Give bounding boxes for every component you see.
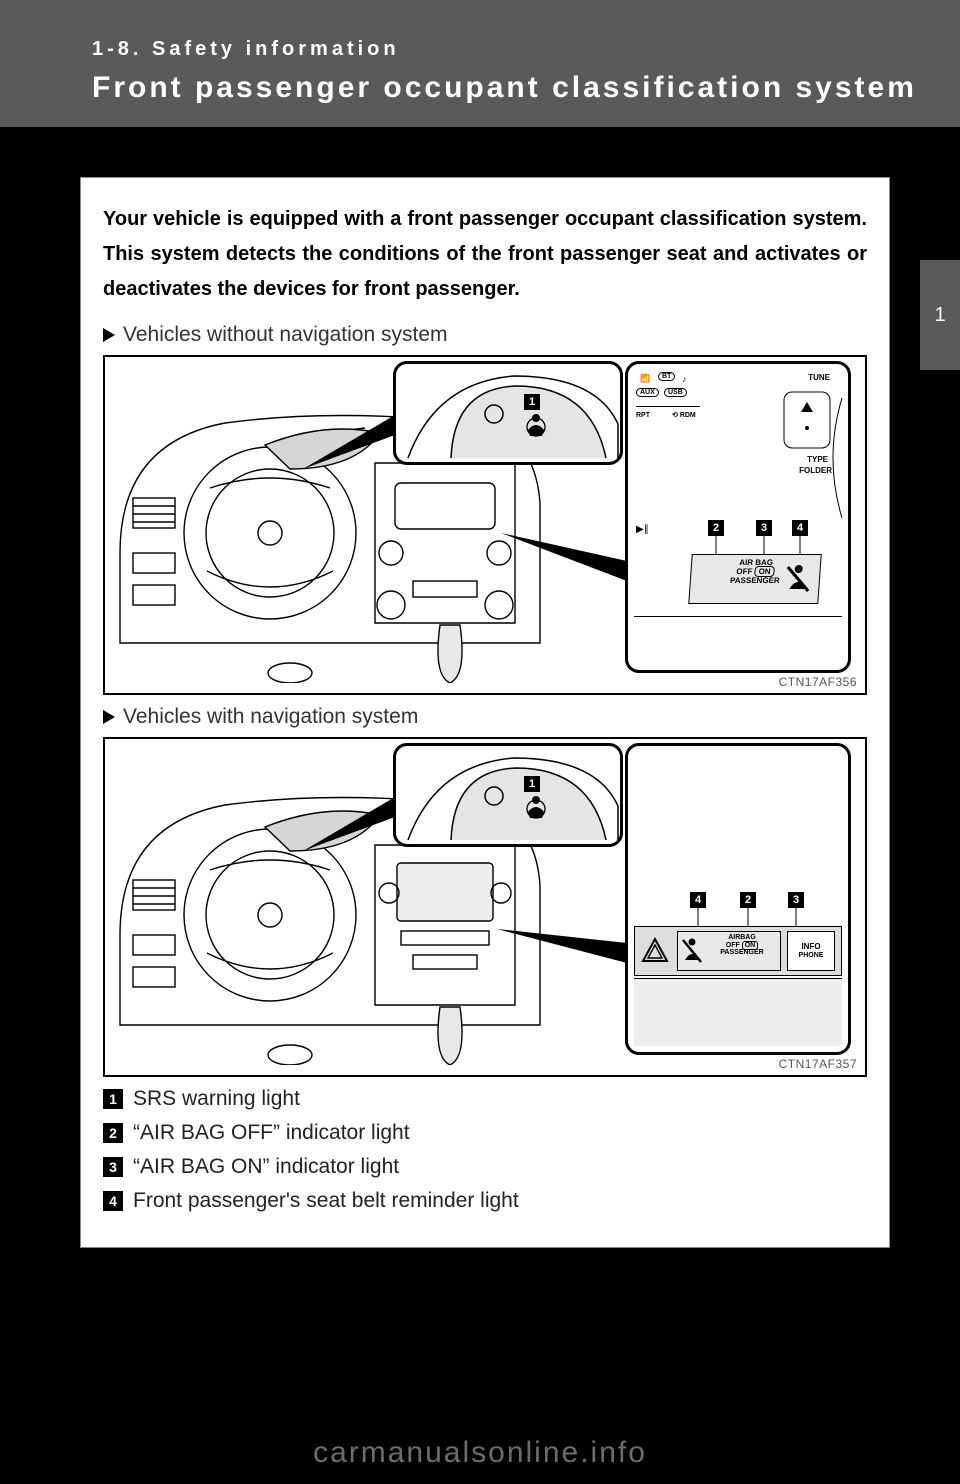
callout-srs-svg-2 xyxy=(396,746,626,850)
signal-icon: 📶 xyxy=(640,374,650,383)
music-note-icon: ♪ xyxy=(682,374,687,384)
section-label: 1-8. Safety information xyxy=(92,38,960,61)
figure-code-1: CTN17AF356 xyxy=(779,675,857,689)
callout-badge-1: 1 xyxy=(524,394,540,410)
callout-srs-light: 1 xyxy=(393,361,623,465)
leader-line-2 xyxy=(501,527,631,587)
legend-item-3: 3 “AIR BAG ON” indicator light xyxy=(103,1155,867,1179)
legend-badge-3: 3 xyxy=(103,1157,123,1177)
seatbelt-icon-2 xyxy=(680,936,704,966)
callout-badge-1b: 1 xyxy=(524,776,540,792)
figure-without-nav: 1 📶 BT ♪ AUX USB RPT ⟲ RDM TUNE TYPE FOL… xyxy=(103,355,867,695)
info-label: INFO xyxy=(788,943,834,952)
intro-paragraph: Your vehicle is equipped with a front pa… xyxy=(103,202,867,307)
callout-radio-panel: 📶 BT ♪ AUX USB RPT ⟲ RDM TUNE TYPE FOLDE… xyxy=(625,361,851,673)
rpt-label: RPT xyxy=(636,412,650,420)
fig1-badge-4: 4 xyxy=(792,520,808,536)
chapter-tab: 1 xyxy=(920,260,960,370)
fig1-badge-2: 2 xyxy=(708,520,724,536)
callout-console-strip: 4 2 3 AIRBAG xyxy=(625,743,851,1055)
leader-line-1 xyxy=(303,409,403,479)
airbag-off-on-2: OFF ON xyxy=(706,942,778,950)
legend-text-2: “AIR BAG OFF” indicator light xyxy=(133,1121,410,1145)
legend-item-1: 1 SRS warning light xyxy=(103,1087,867,1111)
info-phone-button: INFO PHONE xyxy=(787,931,835,971)
content-box: Your vehicle is equipped with a front pa… xyxy=(80,177,890,1248)
folder-label: FOLDER xyxy=(799,467,832,476)
figure-with-nav: 1 4 2 3 xyxy=(103,737,867,1077)
rdm-label: ⟲ RDM xyxy=(672,412,696,420)
play-pause-icon: ▶∥ xyxy=(636,524,649,535)
subheading-2: Vehicles with navigation system xyxy=(103,705,867,729)
badge-leaders-2 xyxy=(688,908,808,928)
callout-srs-light-2: 1 xyxy=(393,743,623,847)
callout-srs-svg xyxy=(396,364,626,468)
subheading-1-text: Vehicles without navigation system xyxy=(123,323,448,347)
legend-item-4: 4 Front passenger's seat belt reminder l… xyxy=(103,1189,867,1213)
airbag-indicator-panel-2: AIRBAG OFF ON PASSENGER xyxy=(677,931,781,971)
header-band: 1-8. Safety information Front passenger … xyxy=(0,0,960,127)
fig2-badge-4: 4 xyxy=(690,892,706,908)
legend-badge-2: 2 xyxy=(103,1123,123,1143)
dial-edge-icon xyxy=(830,398,844,518)
subheading-2-text: Vehicles with navigation system xyxy=(123,705,418,729)
phone-label: PHONE xyxy=(788,952,834,960)
legend: 1 SRS warning light 2 “AIR BAG OFF” indi… xyxy=(103,1087,867,1213)
seatbelt-icon xyxy=(782,561,815,597)
airbag-label-2: AIRBAG xyxy=(706,934,778,942)
triangle-bullet-icon xyxy=(103,710,115,724)
fig2-badge-2: 2 xyxy=(740,892,756,908)
hazard-icon xyxy=(641,937,669,965)
airbag-indicator-panel: AIR BAG OFF ON PASSENGER xyxy=(688,554,821,604)
usb-pill: USB xyxy=(664,388,687,397)
legend-text-1: SRS warning light xyxy=(133,1087,300,1111)
subheading-1: Vehicles without navigation system xyxy=(103,323,867,347)
legend-item-2: 2 “AIR BAG OFF” indicator light xyxy=(103,1121,867,1145)
console-strip: AIRBAG OFF ON PASSENGER INFO PHONE xyxy=(634,926,842,976)
aux-pill: AUX xyxy=(636,388,659,397)
leader-line-3 xyxy=(303,791,403,861)
triangle-bullet-icon xyxy=(103,328,115,342)
fig2-badge-3: 3 xyxy=(788,892,804,908)
type-label: TYPE xyxy=(807,456,828,465)
fig1-badge-3: 3 xyxy=(756,520,772,536)
legend-text-3: “AIR BAG ON” indicator light xyxy=(133,1155,399,1179)
page-title: Front passenger occupant classification … xyxy=(92,71,960,105)
badge-leaders xyxy=(706,536,816,556)
legend-badge-4: 4 xyxy=(103,1191,123,1211)
tune-label: TUNE xyxy=(808,374,830,383)
passenger-label-2: PASSENGER xyxy=(706,949,778,957)
legend-text-4: Front passenger's seat belt reminder lig… xyxy=(133,1189,519,1213)
legend-badge-1: 1 xyxy=(103,1089,123,1109)
bt-pill: BT xyxy=(658,372,675,381)
watermark: carmanualsonline.info xyxy=(0,1436,960,1470)
figure-code-2: CTN17AF357 xyxy=(779,1057,857,1071)
leader-line-4 xyxy=(497,925,631,975)
